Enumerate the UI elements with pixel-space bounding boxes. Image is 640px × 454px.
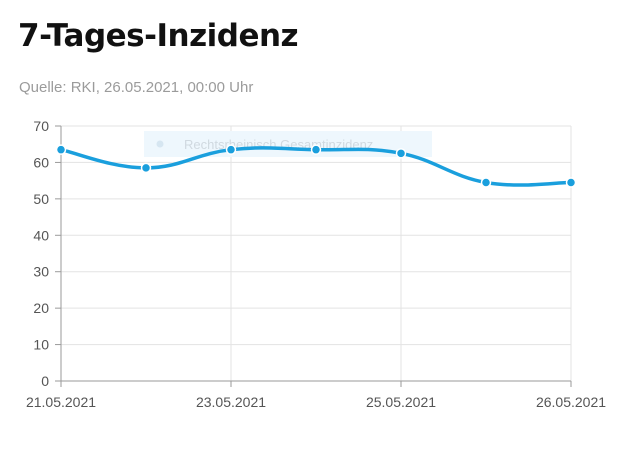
legend-box[interactable]: [144, 131, 432, 157]
data-point[interactable]: [310, 144, 322, 155]
axis-layer: 0 10 20 30 40 50 60 70 21.05.2021 23.05.2021 25.05…: [26, 118, 606, 410]
grid-layer: [60, 125, 572, 382]
x-tick-label: 26.05.2021: [536, 394, 606, 410]
data-point[interactable]: [225, 144, 237, 155]
y-tick-label: 60: [33, 154, 49, 170]
legend[interactable]: Rechtsrheinisch Gesamtinzidenz: [144, 131, 432, 157]
y-tick-label: 40: [33, 227, 49, 243]
data-point[interactable]: [480, 177, 492, 188]
y-tick-label: 0: [41, 373, 49, 389]
y-tick-label: 50: [33, 191, 49, 207]
y-tick-label: 70: [33, 118, 49, 134]
chart-title: 7-Tages-Inzidenz: [18, 18, 299, 54]
legend-marker: [156, 140, 164, 148]
x-tick-label: 23.05.2021: [196, 394, 266, 410]
data-point[interactable]: [395, 148, 407, 159]
x-tick-label: 21.05.2021: [26, 394, 96, 410]
data-point[interactable]: [565, 177, 577, 188]
data-point[interactable]: [55, 144, 67, 155]
x-tick-label: 25.05.2021: [366, 394, 436, 410]
chart-source: Quelle: RKI, 26.05.2021, 00:00 Uhr: [19, 79, 254, 96]
series-layer: [55, 144, 577, 188]
y-tick-label: 30: [33, 264, 49, 280]
y-tick-label: 10: [33, 337, 49, 353]
data-point[interactable]: [140, 162, 152, 174]
y-tick-label: 20: [33, 300, 49, 316]
